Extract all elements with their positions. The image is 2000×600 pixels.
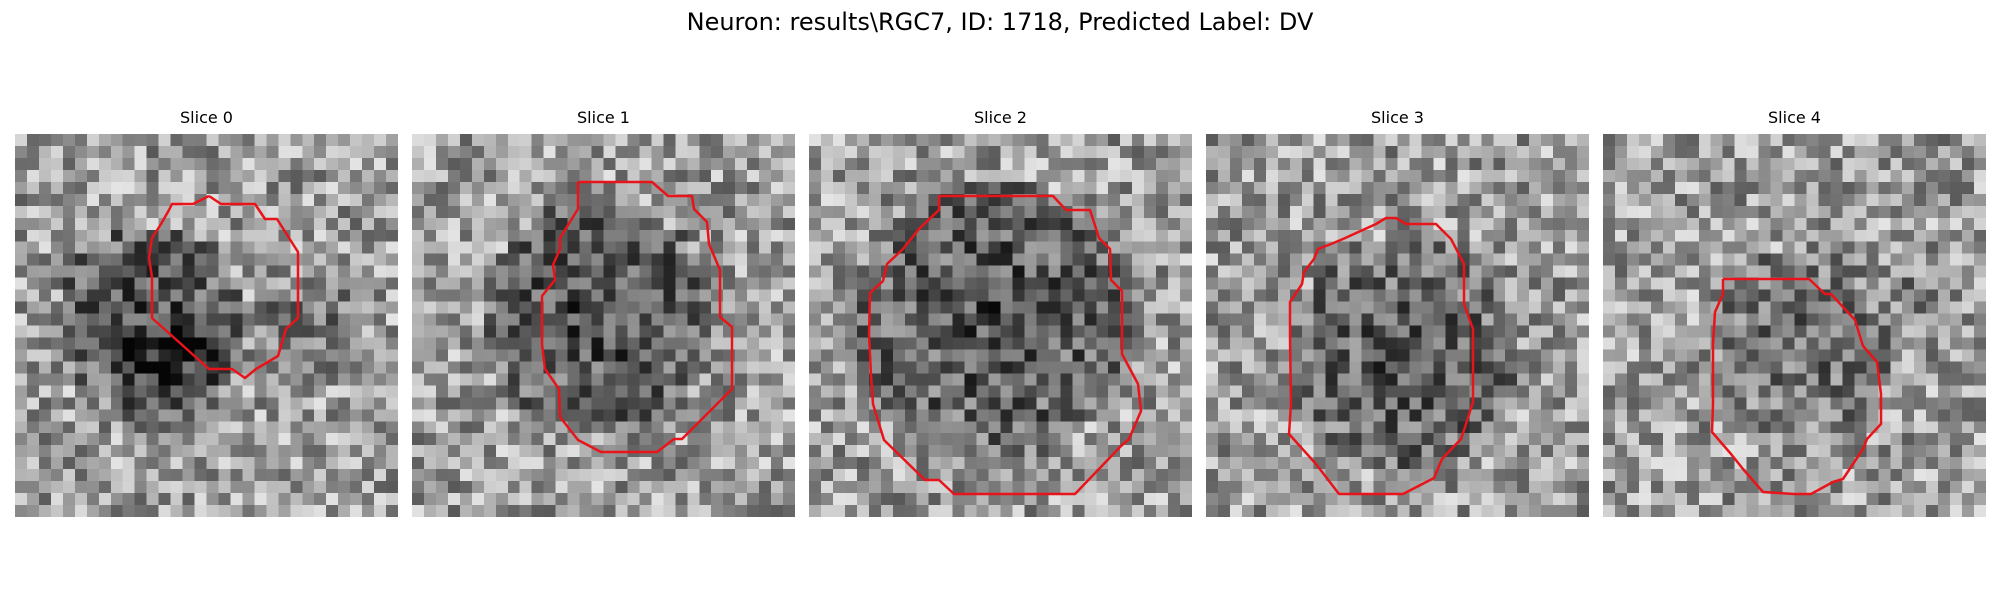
slice-panel-1: Slice 1	[412, 108, 795, 517]
slice-title: Slice 3	[1371, 108, 1424, 127]
slice-panel-0: Slice 0	[15, 108, 398, 517]
slice-image	[1603, 134, 1986, 517]
slice-panel-4: Slice 4	[1603, 108, 1986, 517]
slice-panel-3: Slice 3	[1206, 108, 1589, 517]
roi-outline	[147, 194, 300, 380]
figure-title: Neuron: results\RGC7, ID: 1718, Predicte…	[686, 8, 1314, 36]
slice-image	[1206, 134, 1589, 517]
roi-outline	[1287, 216, 1475, 496]
slice-image-pixels	[1206, 134, 1589, 517]
slice-image-pixels	[1603, 134, 1986, 517]
slice-panel-2: Slice 2	[809, 108, 1192, 517]
slice-title: Slice 2	[974, 108, 1027, 127]
slice-image-pixels	[809, 134, 1192, 517]
roi-outline	[867, 194, 1143, 496]
slice-image	[412, 134, 795, 517]
slice-title: Slice 0	[180, 108, 233, 127]
slice-image	[809, 134, 1192, 517]
slice-title: Slice 4	[1768, 108, 1821, 127]
roi-outline	[540, 180, 734, 454]
slice-image	[15, 134, 398, 517]
roi-outline	[1710, 277, 1883, 496]
slice-title: Slice 1	[577, 108, 630, 127]
